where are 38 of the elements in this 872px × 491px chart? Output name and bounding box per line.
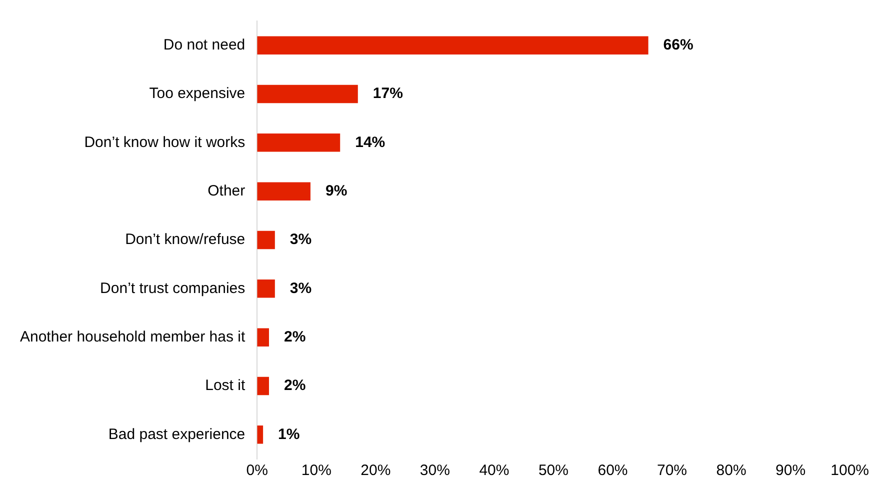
x-tick-label: 60%: [598, 462, 628, 480]
x-tick-label: 30%: [420, 462, 450, 480]
bar: [257, 376, 269, 396]
y-tick-label: Other: [208, 182, 246, 200]
data-label: 3%: [290, 280, 312, 297]
x-tick-label: 20%: [360, 462, 391, 480]
bar: [257, 134, 340, 152]
x-tick-label: 70%: [656, 462, 688, 480]
bar: [257, 182, 310, 200]
y-tick-label: Lost it: [205, 377, 246, 394]
bar: [257, 280, 275, 298]
data-label: 2%: [284, 377, 306, 394]
data-label: 14%: [355, 134, 386, 151]
x-tick-label: 50%: [538, 462, 568, 480]
y-tick-label: Don’t know/refuse: [125, 231, 246, 248]
bar: [257, 426, 264, 444]
data-label: 17%: [372, 85, 403, 102]
bar: [257, 230, 275, 250]
bar: [257, 36, 648, 54]
data-label: 1%: [278, 426, 300, 443]
y-tick-label: Bad past experience: [108, 426, 246, 443]
y-tick-label: Don’t know how it works: [84, 134, 246, 151]
data-label: 2%: [284, 328, 306, 346]
y-tick-label: Don’t trust companies: [100, 280, 246, 297]
x-tick-label: 100%: [830, 462, 870, 480]
data-label: 9%: [325, 182, 348, 200]
y-tick-label: Do not need: [163, 36, 246, 54]
x-tick-label: 10%: [301, 462, 332, 480]
y-tick-label: Another household member has it: [20, 328, 246, 346]
bar: [257, 328, 269, 346]
x-tick-label: 0%: [246, 462, 268, 480]
x-tick-label: 90%: [776, 462, 806, 480]
data-label: 3%: [290, 231, 312, 248]
data-label: 66%: [663, 36, 694, 54]
x-tick-label: 40%: [479, 462, 510, 480]
bar: [257, 84, 358, 104]
y-tick-label: Too expensive: [149, 85, 246, 102]
x-tick-label: 80%: [716, 462, 746, 480]
